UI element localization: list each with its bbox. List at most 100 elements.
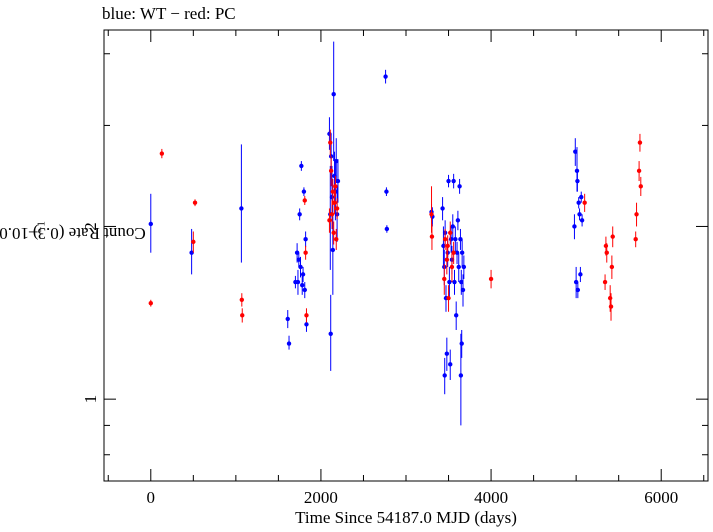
pc-data-point xyxy=(333,184,338,189)
wt-data-point xyxy=(452,279,457,285)
pc-data-point xyxy=(303,250,308,255)
wt-data-point xyxy=(459,341,464,346)
wt-data-point xyxy=(447,279,452,285)
pc-data-point xyxy=(429,212,434,217)
wt-data-point xyxy=(148,221,153,227)
chart-title: blue: WT − red: PC xyxy=(102,4,236,23)
wt-data-point xyxy=(442,373,447,378)
pc-data-point xyxy=(608,304,614,309)
pc-data-point xyxy=(449,264,455,270)
wt-data-point xyxy=(448,362,453,367)
wt-data-point xyxy=(576,200,581,205)
wt-data-point xyxy=(331,92,336,97)
y-tick-label: 1 xyxy=(81,395,100,404)
pc-data-point xyxy=(302,198,307,203)
wt-data-point xyxy=(573,279,579,285)
wt-data-point xyxy=(302,287,307,293)
pc-data-point xyxy=(448,230,453,235)
wt-data-point xyxy=(457,184,462,189)
wt-data-point xyxy=(300,282,305,288)
pc-data-point xyxy=(148,300,153,306)
wt-data-point xyxy=(384,189,389,194)
wt-data-point xyxy=(577,212,582,217)
wt-data-point xyxy=(572,224,577,229)
pc-data-point xyxy=(633,237,638,242)
pc-data-point xyxy=(610,234,615,239)
wt-data-point xyxy=(384,226,390,232)
wt-data-point xyxy=(450,224,455,229)
pc-data-point xyxy=(442,237,448,242)
x-tick-label: 0 xyxy=(147,488,156,507)
wt-data-point xyxy=(575,287,581,293)
pc-data-point xyxy=(332,200,337,205)
wt-data-point xyxy=(459,250,465,255)
pc-data-point xyxy=(331,230,336,235)
x-axis-label: Time Since 54187.0 MJD (days) xyxy=(295,508,517,527)
wt-data-point xyxy=(453,313,459,318)
wt-data-point xyxy=(455,218,461,223)
pc-data-point xyxy=(609,264,615,270)
wt-data-point xyxy=(328,331,333,336)
wt-data-point xyxy=(579,218,585,223)
wt-data-point xyxy=(458,237,463,242)
pc-data-point xyxy=(327,218,332,223)
wt-data-point xyxy=(444,351,450,356)
pc-data-point xyxy=(328,140,333,145)
pc-data-point xyxy=(429,234,435,239)
pc-data-point xyxy=(446,295,451,301)
pc-data-point xyxy=(330,189,336,194)
wt-data-point xyxy=(294,250,300,255)
wt-data-point xyxy=(383,74,388,79)
wt-data-point xyxy=(575,178,580,184)
wt-data-point xyxy=(451,178,456,184)
pc-data-point xyxy=(634,212,639,217)
pc-data-point xyxy=(334,237,339,242)
wt-data-point xyxy=(286,341,292,346)
pc-data-point xyxy=(638,184,643,189)
pc-data-point xyxy=(445,243,450,249)
wt-data-point xyxy=(453,237,458,242)
wt-data-point xyxy=(298,264,303,270)
wt-data-point xyxy=(300,272,306,277)
wt-data-point xyxy=(299,163,304,169)
wt-data-point xyxy=(579,194,584,200)
pc-data-point xyxy=(582,200,587,205)
pc-data-point xyxy=(602,279,608,285)
wt-data-point xyxy=(461,264,467,270)
wt-data-point xyxy=(335,178,341,184)
wt-data-point xyxy=(296,257,302,262)
pc-data-point xyxy=(159,151,165,156)
wt-data-point xyxy=(295,279,301,285)
wt-data-point xyxy=(334,158,339,164)
wt-data-point xyxy=(573,149,578,154)
x-tick-label: 4000 xyxy=(474,488,508,507)
wt-data-point xyxy=(446,178,451,184)
wt-data-point xyxy=(459,279,464,285)
pc-data-point xyxy=(329,212,335,217)
pc-data-point xyxy=(191,239,196,245)
pc-data-point xyxy=(607,295,613,301)
pc-data-point xyxy=(451,250,456,255)
wt-data-point xyxy=(239,206,244,211)
wt-data-point xyxy=(189,250,194,255)
wt-data-point xyxy=(456,264,461,270)
pc-data-point xyxy=(304,313,309,318)
wt-data-point xyxy=(330,247,336,253)
wt-data-point xyxy=(454,250,460,255)
pc-data-point xyxy=(240,313,245,318)
pc-data-point xyxy=(239,297,245,302)
plot-frame xyxy=(103,29,709,482)
pc-data-point xyxy=(636,168,642,174)
wt-data-point xyxy=(578,272,583,277)
wt-data-point xyxy=(458,373,464,378)
pc-data-point xyxy=(603,243,609,249)
pc-data-point xyxy=(328,168,334,174)
pc-data-point xyxy=(192,200,198,205)
wt-data-point xyxy=(329,194,335,200)
pc-data-point xyxy=(442,276,447,282)
wt-data-point xyxy=(303,237,308,242)
wt-data-point xyxy=(297,212,302,217)
wt-data-point xyxy=(440,206,445,211)
pc-data-point xyxy=(334,206,340,211)
wt-data-point xyxy=(285,316,290,322)
